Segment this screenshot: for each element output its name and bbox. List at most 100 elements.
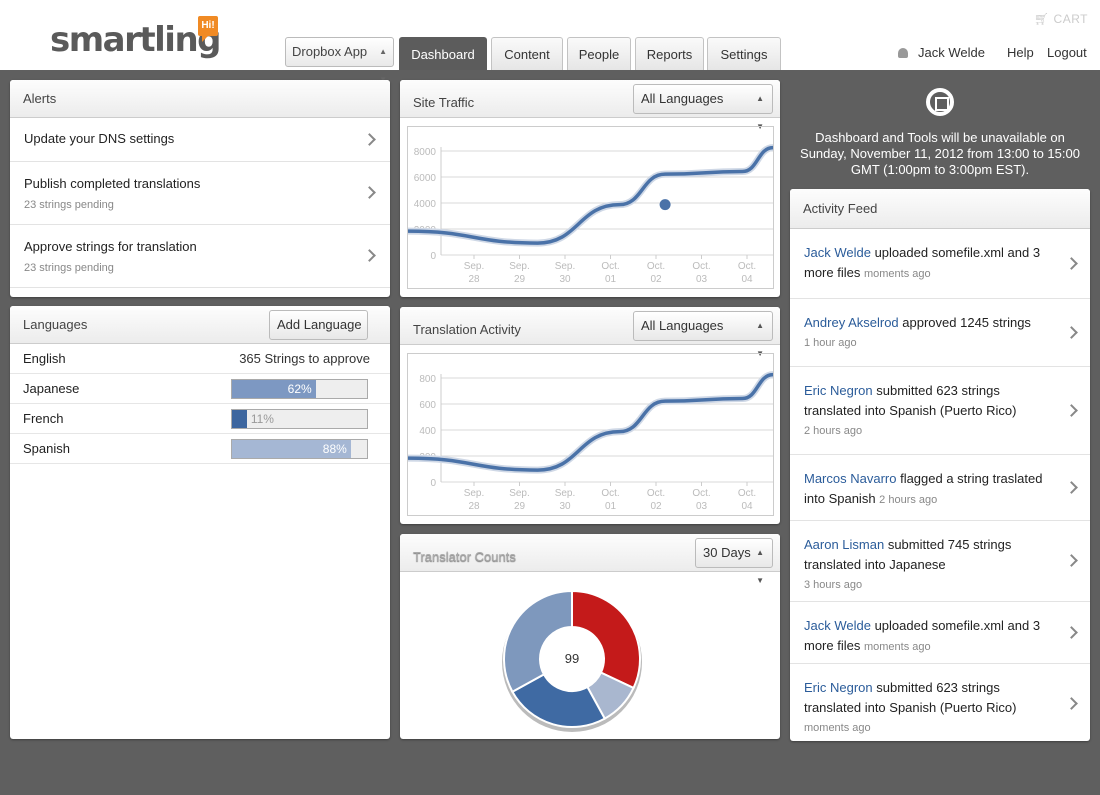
alert-item[interactable]: Approve strings for translation 23 strin… — [10, 225, 390, 288]
select-arrows-icon: ▲▼ — [379, 47, 387, 84]
feed-item[interactable]: Eric Negron submitted 623 strings transl… — [790, 367, 1090, 455]
tab-reports[interactable]: Reports — [635, 37, 704, 70]
chevron-right-icon — [1065, 256, 1078, 270]
x-tick-label: 28 — [468, 274, 480, 285]
filter-label: All Languages — [641, 318, 724, 333]
alert-item[interactable]: Publish completed translations 23 string… — [10, 162, 390, 225]
tab-people[interactable]: People — [567, 37, 631, 70]
feed-time: 1 hour ago — [804, 337, 857, 349]
feed-user-link[interactable]: Eric Negron — [804, 680, 873, 695]
period-select[interactable]: 30 Days ▲ ▼ — [695, 538, 773, 585]
feed-user-link[interactable]: Aaron Lisman — [804, 537, 885, 552]
feed-item[interactable]: Jack Welde uploaded somefile.xml and 3 m… — [790, 229, 1090, 299]
feed-text: submitted 623 strings translated into Sp… — [804, 383, 1017, 418]
feed-text: flagged a string traslated into Spanish — [804, 471, 1043, 506]
feed-user-link[interactable]: Marcos Navarro — [804, 471, 897, 486]
language-name: English — [23, 351, 66, 366]
feed-user-link[interactable]: Andrey Akselrod — [804, 315, 899, 330]
feed-item[interactable]: Marcos Navarro flagged a string traslate… — [790, 455, 1090, 521]
maintenance-notice: Dashboard and Tools will be unavailable … — [790, 88, 1090, 178]
help-link[interactable]: Help — [1007, 45, 1034, 60]
alert-subtitle: 23 strings pending — [24, 262, 114, 274]
series-line — [407, 372, 774, 472]
feed-user-link[interactable]: Jack Welde — [804, 245, 871, 260]
language-row[interactable]: French 11% — [10, 404, 390, 434]
language-filter-select[interactable]: All Languages ▲ ▼ — [633, 84, 773, 131]
x-tick-label: 30 — [559, 274, 571, 285]
alert-title: Update your DNS settings — [24, 131, 175, 146]
chevron-right-icon — [1065, 480, 1078, 494]
translation-activity-chart: 800 600 400 200 0 Sep. 28 Sep. 29 Sep. 30 Oct. 01 Oct… — [407, 353, 774, 516]
feed-text: submitted 623 strings translated into Sp… — [804, 680, 1017, 715]
activity-feed-title: Activity Feed — [790, 189, 1090, 229]
language-name: French — [23, 411, 64, 426]
x-tick-label: 03 — [696, 274, 708, 285]
donut-slice — [503, 589, 573, 694]
y-tick-label: 400 — [419, 426, 436, 437]
donut-center-label: 99 — [565, 651, 579, 666]
alert-item[interactable]: Update your DNS settings — [10, 118, 390, 162]
feed-time: 2 hours ago — [804, 425, 863, 437]
period-label: 30 Days — [703, 545, 751, 560]
translator-donut-chart: 99 — [502, 589, 642, 732]
language-row[interactable]: English 365 Strings to approve — [10, 344, 390, 374]
feed-item[interactable]: Aaron Lisman submitted 745 strings trans… — [790, 521, 1090, 602]
x-tick-label: Sep. — [555, 488, 576, 499]
alert-title: Publish completed translations — [24, 176, 201, 191]
x-tick-label: Oct. — [601, 261, 619, 272]
feed-time: moments ago — [804, 722, 871, 734]
app-select-label: Dropbox App — [292, 44, 368, 59]
chevron-right-icon — [1065, 403, 1078, 417]
logo-text: smartling — [50, 20, 221, 60]
feed-user-link[interactable]: Eric Negron — [804, 383, 873, 398]
feed-text: approved 1245 strings — [898, 315, 1031, 330]
feed-text: uploaded somefile.xml and 3 more files — [804, 245, 1041, 280]
user-menu[interactable]: Jack Welde — [898, 45, 985, 60]
cart-label: CART — [1053, 12, 1088, 26]
feed-user-link[interactable]: Jack Welde — [804, 618, 871, 633]
feed-time: moments ago — [863, 268, 931, 280]
tab-content[interactable]: Content — [491, 37, 563, 70]
tab-dashboard[interactable]: Dashboard — [399, 37, 487, 70]
language-row[interactable]: Japanese 62% — [10, 374, 390, 404]
x-tick-label: Sep. — [464, 261, 485, 272]
feed-item[interactable]: Eric Negron submitted 623 strings transl… — [790, 664, 1090, 741]
progress-label: 11% — [250, 412, 274, 426]
chevron-right-icon — [1065, 554, 1078, 567]
logout-link[interactable]: Logout — [1047, 45, 1087, 60]
feed-item[interactable]: Jack Welde uploaded somefile.xml and 3 m… — [790, 602, 1090, 664]
chevron-right-icon — [1065, 325, 1078, 339]
highlight-point — [659, 199, 671, 211]
tab-settings[interactable]: Settings — [707, 37, 781, 70]
app-select[interactable]: Dropbox App ▲▼ — [285, 37, 394, 84]
x-tick-label: 29 — [514, 274, 526, 285]
languages-panel: Languages Add Language English 365 Strin… — [10, 306, 390, 739]
x-tick-label: Sep. — [509, 261, 530, 272]
x-tick-label: Sep. — [464, 488, 485, 499]
select-arrows-icon: ▲▼ — [756, 548, 764, 585]
x-tick-label: Oct. — [692, 261, 710, 272]
chevron-right-icon — [1065, 625, 1078, 639]
cart-link[interactable]: 🛒︎ CART — [1034, 12, 1088, 26]
strings-to-approve: 365 Strings to approve — [239, 351, 370, 366]
x-tick-label: 04 — [741, 501, 753, 512]
x-tick-label: 28 — [468, 501, 480, 512]
maintenance-text: Dashboard and Tools will be unavailable … — [800, 130, 1080, 177]
x-tick-label: Oct. — [738, 488, 756, 499]
user-name: Jack Welde — [918, 45, 985, 60]
x-tick-label: 04 — [741, 274, 753, 285]
series-line — [407, 145, 774, 245]
progress-fill — [232, 380, 316, 398]
x-tick-label: 03 — [696, 501, 708, 512]
x-tick-label: Sep. — [509, 488, 530, 499]
add-language-button[interactable]: Add Language — [269, 310, 368, 340]
language-filter-select[interactable]: All Languages ▲ ▼ — [633, 311, 773, 358]
x-tick-label: Oct. — [647, 488, 665, 499]
language-row[interactable]: Spanish 88% — [10, 434, 390, 464]
feed-item[interactable]: Andrey Akselrod approved 1245 strings 1 h… — [790, 299, 1090, 367]
donut-hole — [540, 627, 604, 691]
top-bar: smartling Hi! Dropbox App ▲▼ Dashboard Co… — [0, 0, 1100, 84]
x-tick-label: Oct. — [692, 488, 710, 499]
maintenance-icon — [926, 88, 954, 116]
site-traffic-chart: 8000 6000 4000 2000 0 Sep. 28 Sep. 29 Sep. 30 Oct. 0… — [407, 126, 774, 289]
